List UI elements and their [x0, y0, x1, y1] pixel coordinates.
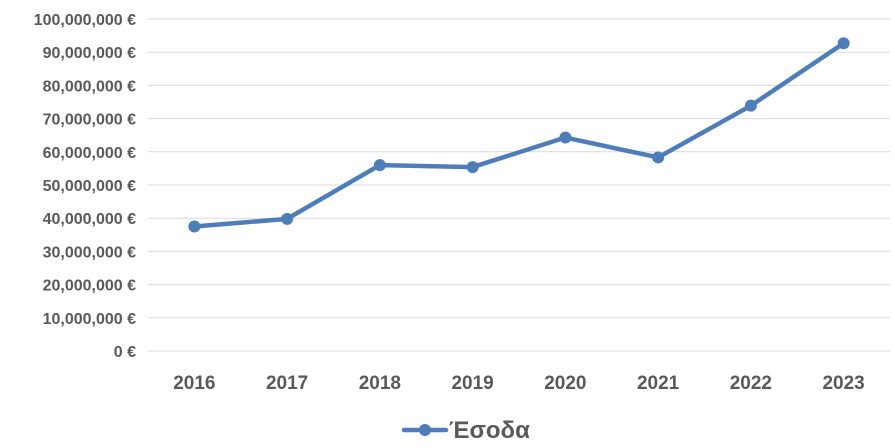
x-tick-label: 2019: [451, 373, 493, 394]
y-tick-label: 20,000,000 €: [43, 278, 137, 295]
data-point-marker: [744, 99, 757, 112]
legend: Έσοδα: [401, 417, 530, 444]
y-axis-tick-labels: 0 € 10,000,000 € 20,000,000 € 30,000,000 € 4…: [34, 12, 136, 361]
y-tick-label: 60,000,000 €: [43, 145, 137, 162]
data-point-marker: [837, 37, 850, 50]
y-tick-label: 0 €: [114, 344, 136, 361]
x-axis-tick-labels: 2016 2017 2018 2019 2020 2021 2022 2023: [173, 373, 865, 394]
data-point-marker: [188, 220, 201, 233]
y-tick-label: 70,000,000 €: [43, 112, 137, 129]
x-tick-label: 2020: [544, 373, 586, 394]
data-point-marker: [559, 131, 572, 144]
data-point-marker: [281, 212, 294, 225]
x-tick-label: 2022: [730, 373, 772, 394]
y-tick-label: 90,000,000 €: [43, 45, 137, 62]
gridlines: [148, 18, 890, 352]
y-tick-label: 10,000,000 €: [43, 311, 137, 328]
series-layer: [188, 37, 850, 233]
y-tick-label: 80,000,000 €: [43, 78, 137, 95]
data-point-marker: [652, 151, 665, 164]
x-tick-label: 2016: [173, 373, 215, 394]
data-point-marker: [466, 161, 479, 174]
series-line: [192, 40, 846, 229]
y-tick-label: 50,000,000 €: [43, 178, 137, 195]
legend-series-marker: [419, 424, 431, 436]
x-tick-label: 2018: [359, 373, 401, 394]
y-tick-label: 40,000,000 €: [43, 211, 137, 228]
y-tick-label: 100,000,000 €: [34, 12, 136, 29]
data-point-marker: [373, 159, 386, 172]
legend-series-label: Έσοδα: [449, 417, 530, 443]
x-tick-label: 2021: [637, 373, 680, 394]
x-tick-label: 2023: [822, 373, 864, 394]
y-tick-label: 30,000,000 €: [43, 244, 137, 261]
x-tick-label: 2017: [266, 373, 308, 394]
